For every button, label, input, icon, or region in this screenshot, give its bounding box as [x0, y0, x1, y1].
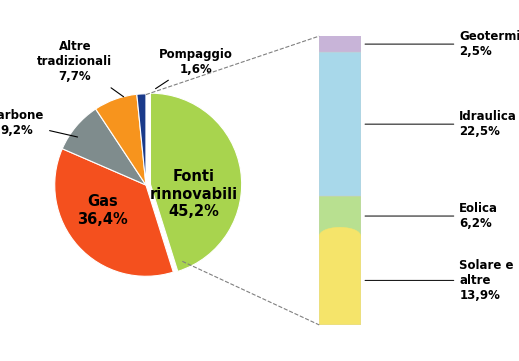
Wedge shape — [54, 149, 173, 276]
Wedge shape — [62, 109, 146, 185]
Text: Geotermica
2,5%: Geotermica 2,5% — [365, 30, 519, 58]
Wedge shape — [137, 94, 146, 185]
Text: Altre
tradizionali
7,7%: Altre tradizionali 7,7% — [37, 40, 124, 97]
Bar — [319, 196, 361, 236]
Text: Gas
36,4%: Gas 36,4% — [77, 195, 128, 227]
Wedge shape — [95, 94, 146, 185]
Text: Fonti
rinnovabili
45,2%: Fonti rinnovabili 45,2% — [149, 169, 238, 219]
Text: Pompaggio
1,6%: Pompaggio 1,6% — [156, 48, 233, 89]
Text: Idraulica
22,5%: Idraulica 22,5% — [365, 110, 517, 138]
Ellipse shape — [319, 227, 361, 244]
Bar — [319, 36, 361, 52]
Text: Carbone
9,2%: Carbone 9,2% — [0, 109, 77, 137]
Bar — [319, 236, 361, 325]
Wedge shape — [151, 93, 242, 271]
Ellipse shape — [319, 27, 361, 45]
Bar — [319, 52, 361, 196]
Text: Eolica
6,2%: Eolica 6,2% — [365, 202, 498, 230]
Text: Solare e
altre
13,9%: Solare e altre 13,9% — [365, 259, 514, 302]
